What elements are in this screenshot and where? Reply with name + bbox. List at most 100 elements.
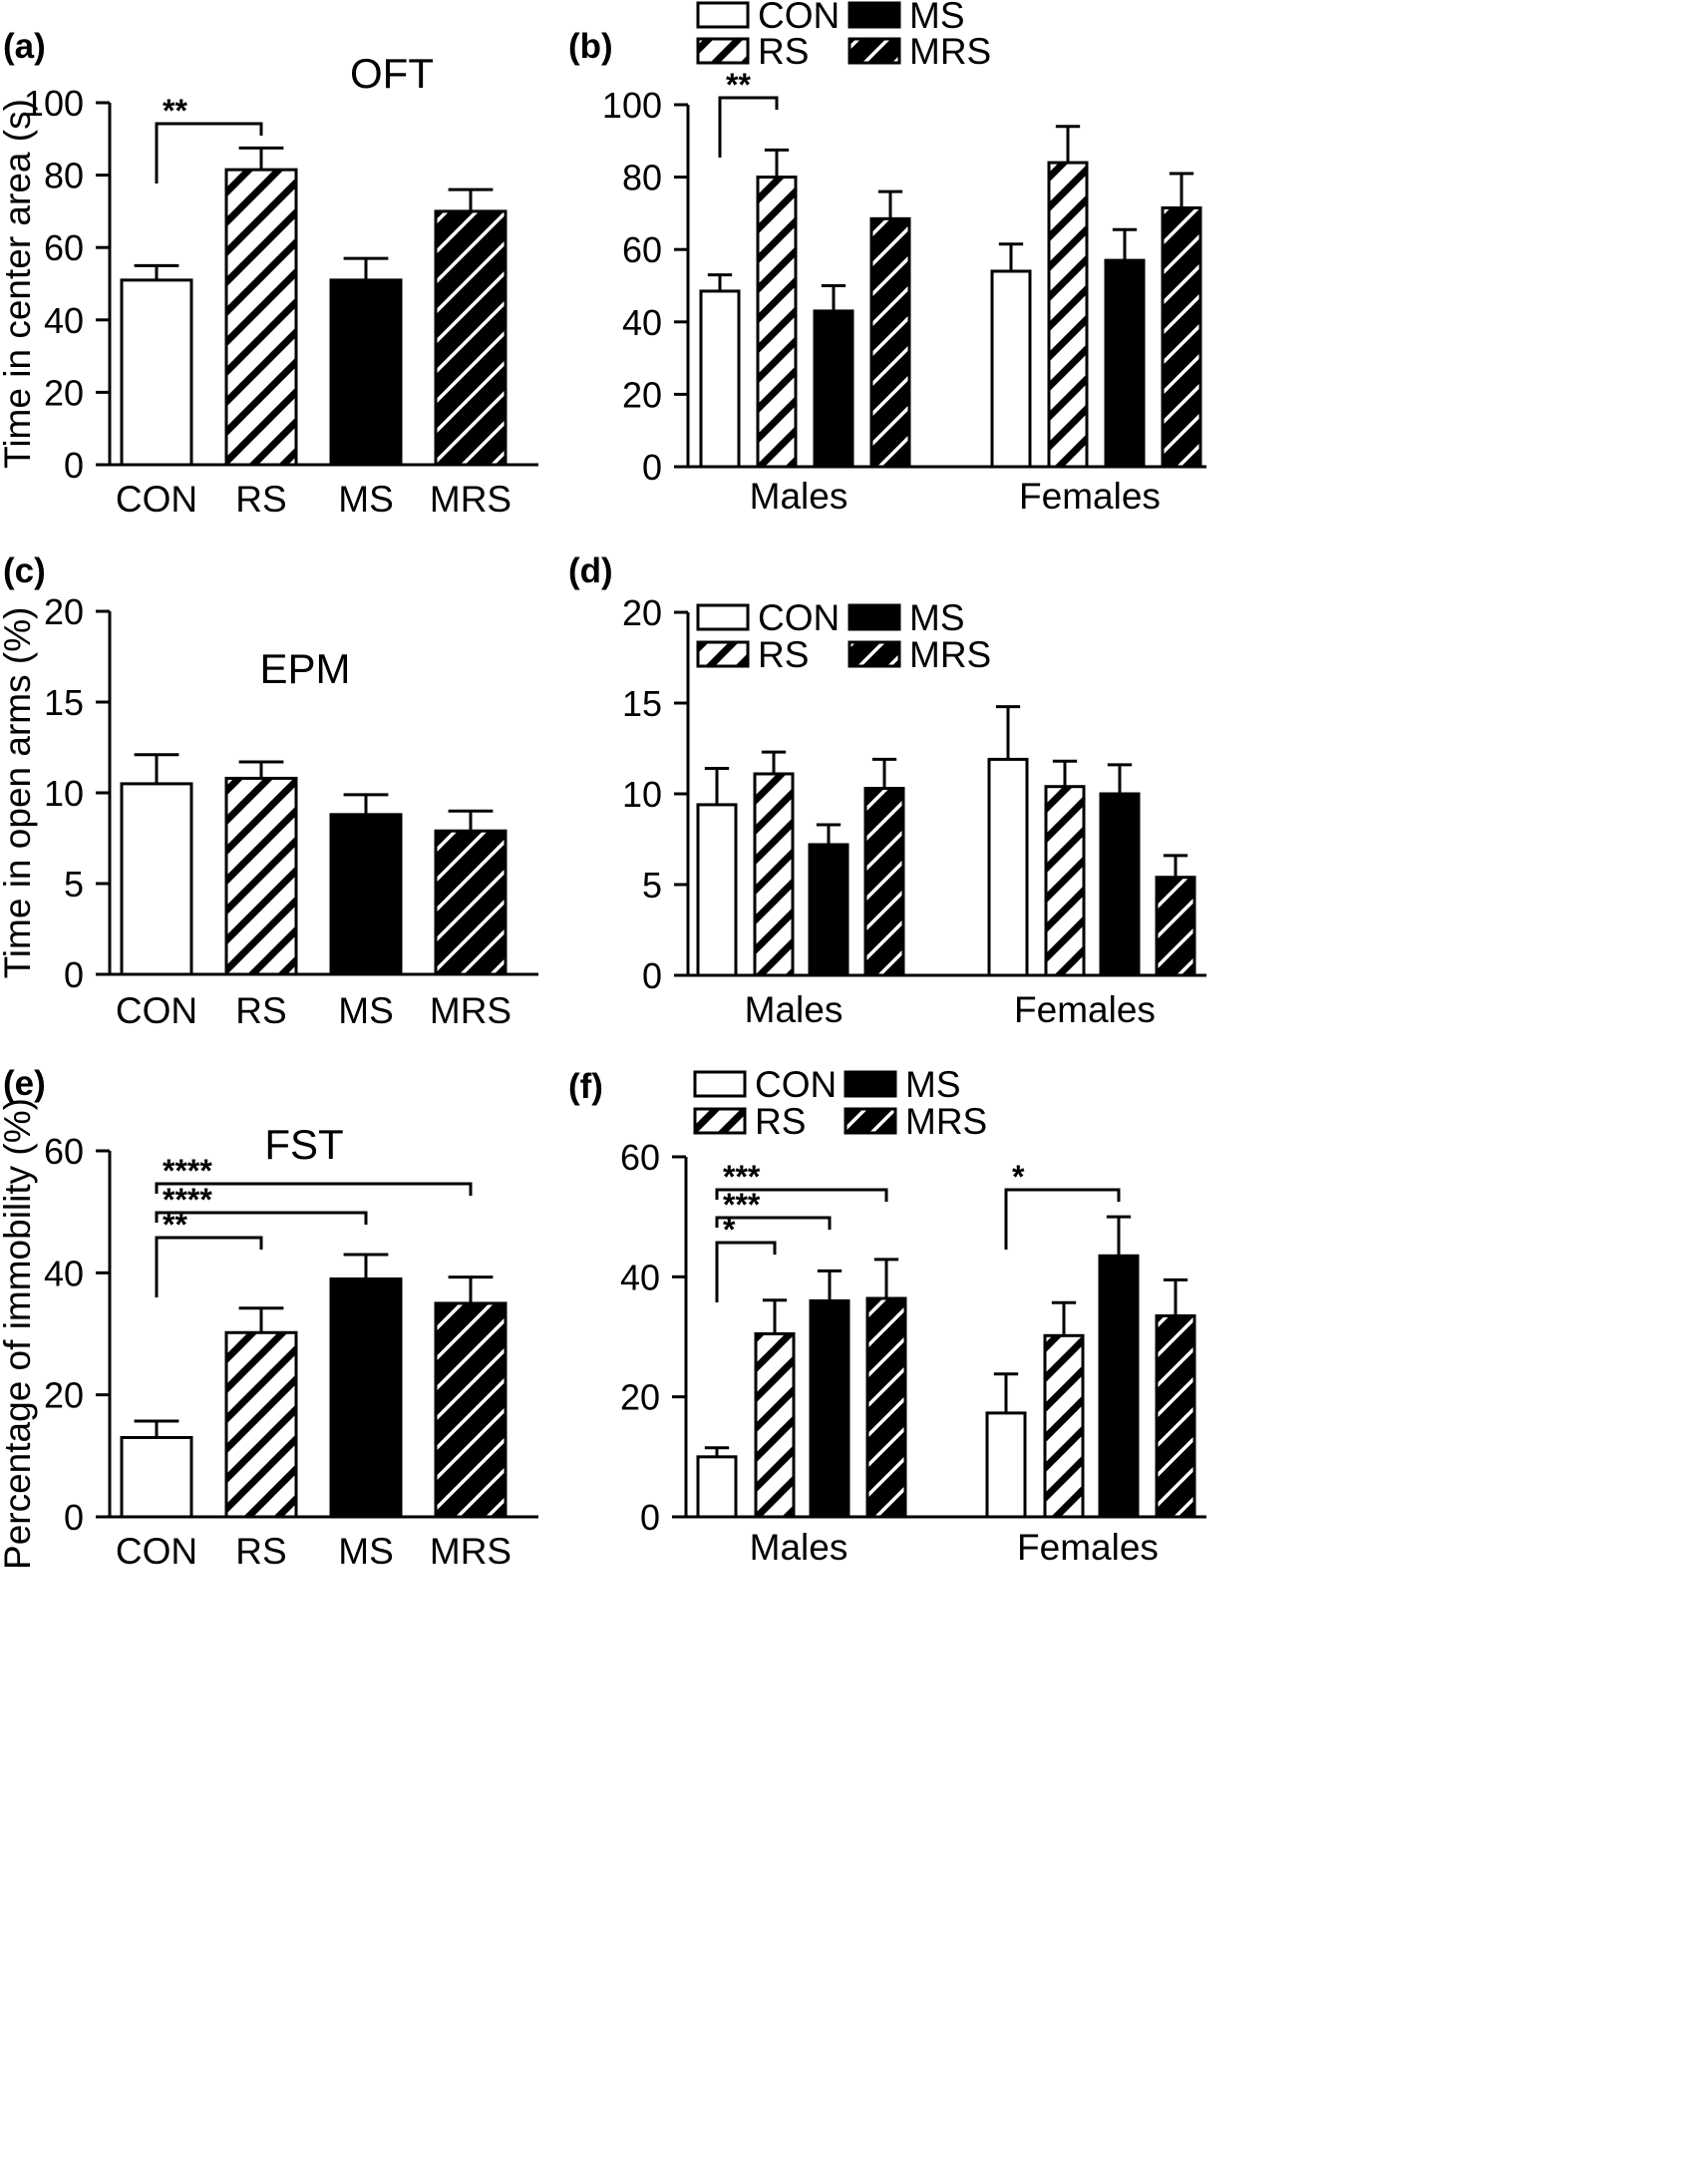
legend-label: MRS [909, 634, 991, 675]
bar-rs-females [1047, 161, 1089, 469]
x-category-label: CON [116, 990, 197, 1031]
bar-con-females [987, 757, 1029, 977]
legend-swatch-rs [696, 640, 750, 668]
significance-bracket [718, 96, 779, 158]
x-category-label: MRS [430, 990, 511, 1031]
significance-bracket [155, 1211, 368, 1225]
significance-label: *** [723, 1187, 761, 1223]
significance-bracket [155, 122, 263, 183]
bar-mrs-males [863, 787, 905, 977]
bar-rs [224, 1330, 298, 1519]
significance-bracket [715, 1241, 777, 1302]
legend-label: MRS [909, 31, 991, 72]
bar-ms-males [808, 843, 849, 977]
bar-mrs-females [1155, 876, 1196, 977]
y-tick-label: 40 [44, 1253, 84, 1293]
y-tick-label: 20 [44, 1375, 84, 1416]
y-tick-label: 0 [642, 447, 662, 488]
legend-swatch-ms [844, 1070, 897, 1098]
legend-swatch-con [693, 1070, 747, 1098]
bar-mrs-males [869, 216, 911, 469]
legend-swatch-rs [693, 1107, 747, 1135]
y-tick-label: 10 [44, 773, 84, 814]
y-tick-label: 0 [64, 1497, 84, 1538]
legend-label: CON [755, 1064, 837, 1105]
significance-label: * [723, 1212, 736, 1248]
bar-con-females [985, 1411, 1027, 1519]
bar-mrs [434, 1301, 508, 1519]
y-tick-label: 20 [44, 372, 84, 413]
panel-label: (c) [3, 551, 46, 590]
legend: CON MS RS MRS [696, 597, 991, 675]
x-category-label: Males [745, 989, 844, 1030]
legend-label: RS [758, 634, 809, 675]
bar-ms [329, 278, 403, 467]
y-tick-label: 60 [622, 229, 662, 270]
bar-con-males [699, 289, 741, 469]
bar-mrs-females [1161, 205, 1202, 469]
x-category-label: MRS [430, 1531, 511, 1572]
y-tick-label: 20 [622, 374, 662, 415]
x-category-label: Females [1014, 989, 1156, 1030]
bar-ms-males [809, 1298, 850, 1519]
bar-con [120, 1435, 193, 1519]
panel-label: (b) [568, 27, 613, 66]
y-tick-label: 0 [642, 955, 662, 996]
x-category-label: MS [338, 990, 394, 1031]
significance-bracket [155, 1236, 263, 1297]
y-tick-label: 100 [602, 85, 662, 126]
x-category-label: Males [750, 476, 848, 517]
x-category-label: Females [1019, 476, 1161, 517]
bar-mrs [434, 829, 508, 976]
bar-mrs-females [1155, 1313, 1196, 1519]
significance-bracket [715, 1188, 888, 1202]
significance-label: **** [163, 1182, 212, 1218]
x-category-label: MS [338, 479, 394, 520]
bar-mrs-males [865, 1296, 907, 1519]
bar-con-males [696, 803, 738, 977]
y-tick-label: 60 [44, 1131, 84, 1172]
y-tick-label: 0 [64, 954, 84, 995]
significance-label: * [1012, 1159, 1025, 1195]
x-category-label: RS [235, 990, 286, 1031]
legend-swatch-rs [696, 37, 750, 65]
legend-label: CON [758, 597, 840, 638]
chart-title: EPM [259, 645, 350, 692]
bar-rs-females [1043, 1333, 1085, 1519]
bar-rs-males [754, 1331, 796, 1519]
bar-rs [224, 776, 298, 976]
legend-label: RS [755, 1101, 806, 1142]
y-axis-title: Time in center area (s) [0, 99, 38, 469]
chart-title: OFT [350, 50, 434, 97]
y-tick-label: 60 [44, 227, 84, 268]
bar-ms-females [1099, 792, 1141, 977]
legend-label: CON [758, 0, 840, 36]
legend: CON MS RS MRS [693, 1064, 987, 1142]
y-tick-label: 0 [640, 1497, 660, 1538]
bar-con [120, 278, 193, 467]
panel-label: (d) [568, 551, 613, 590]
significance-label: *** [723, 1159, 761, 1195]
y-tick-label: 0 [64, 445, 84, 486]
y-tick-label: 80 [44, 156, 84, 196]
panel-label: (f) [568, 1067, 603, 1106]
bar-con-males [696, 1455, 738, 1519]
bar-ms [329, 813, 403, 976]
significance-bracket [715, 1216, 832, 1230]
legend-label: MS [909, 0, 965, 36]
x-category-label: Males [750, 1527, 848, 1568]
significance-label: **** [163, 1153, 212, 1189]
bar-ms-females [1104, 258, 1146, 469]
significance-label: ** [726, 67, 751, 103]
y-tick-label: 80 [622, 158, 662, 198]
y-tick-label: 15 [622, 683, 662, 724]
x-category-label: CON [116, 1531, 197, 1572]
y-tick-label: 40 [44, 300, 84, 341]
y-tick-label: 5 [642, 865, 662, 906]
panel-label: (a) [3, 27, 46, 66]
legend-label: MS [909, 597, 965, 638]
